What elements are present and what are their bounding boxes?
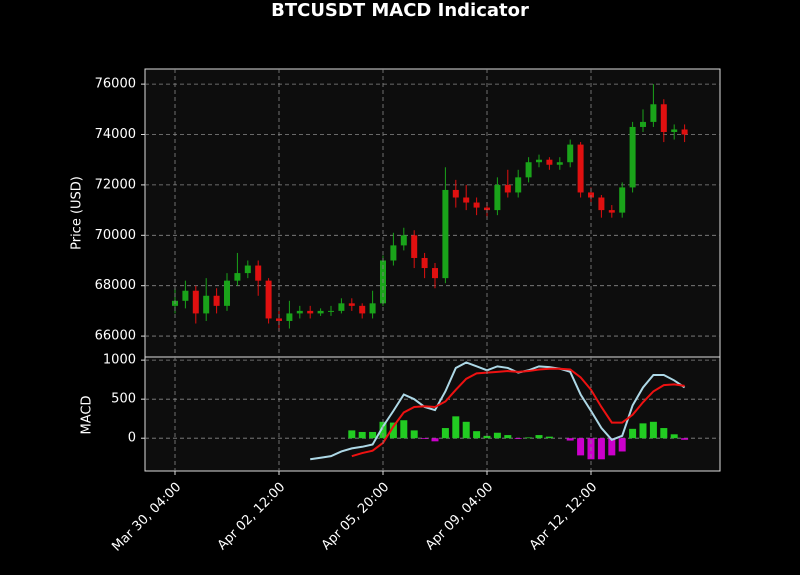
candle-body bbox=[494, 184, 501, 211]
chart-title: BTCUSDT MACD Indicator bbox=[271, 0, 529, 21]
histogram-bar bbox=[462, 421, 470, 439]
candle-body bbox=[265, 280, 272, 319]
candle-body bbox=[213, 295, 220, 306]
candle-body bbox=[671, 129, 678, 132]
candle-body bbox=[525, 162, 532, 178]
candle-body bbox=[317, 310, 324, 314]
candle-body bbox=[203, 295, 210, 314]
candle-body bbox=[328, 310, 334, 312]
candle-body bbox=[515, 177, 522, 193]
histogram-bar bbox=[400, 420, 408, 439]
histogram-bar bbox=[681, 438, 689, 440]
line bbox=[351, 367, 685, 458]
histogram-bar bbox=[431, 438, 439, 442]
histogram-bar bbox=[577, 438, 585, 456]
histogram-bar bbox=[670, 434, 678, 439]
candle-body bbox=[484, 207, 490, 211]
candle-body bbox=[556, 162, 563, 165]
histogram-bar bbox=[504, 435, 512, 439]
candle-body bbox=[546, 159, 553, 165]
candle-body bbox=[681, 129, 688, 135]
histogram-bar bbox=[421, 438, 429, 439]
histogram-bar bbox=[639, 423, 647, 439]
candle-body bbox=[640, 121, 646, 127]
candle-body bbox=[338, 303, 345, 311]
candle-body bbox=[442, 189, 449, 279]
y-tick-label: 70000 bbox=[95, 228, 136, 243]
candle-body bbox=[359, 305, 366, 314]
candle-body bbox=[588, 192, 594, 198]
histogram-bar bbox=[660, 428, 668, 439]
candle-body bbox=[473, 202, 480, 208]
line bbox=[310, 361, 686, 461]
histogram-bar bbox=[410, 430, 418, 439]
candle-body bbox=[255, 265, 262, 281]
y-tick-label: 1000 bbox=[103, 353, 136, 368]
histogram-bar bbox=[473, 431, 481, 439]
candle-body bbox=[307, 310, 314, 314]
candle-body bbox=[296, 310, 303, 314]
candle-body bbox=[619, 187, 626, 213]
histogram-bar bbox=[514, 438, 522, 439]
histogram-bar bbox=[379, 421, 387, 439]
candle-body bbox=[400, 235, 407, 246]
y-tick-label: 68000 bbox=[95, 278, 136, 293]
candle-body bbox=[452, 189, 459, 198]
candle-body bbox=[369, 303, 376, 314]
y-tick-label: 500 bbox=[111, 392, 136, 407]
histogram-bar bbox=[608, 438, 616, 456]
candle-body bbox=[390, 245, 397, 261]
candle-body bbox=[629, 126, 636, 188]
candle-body bbox=[182, 290, 189, 301]
candle-body bbox=[504, 184, 511, 193]
y-axis-label: MACD bbox=[80, 396, 95, 435]
price-panel bbox=[144, 68, 721, 358]
histogram-bar bbox=[535, 435, 543, 439]
y-tick-label: 72000 bbox=[95, 177, 136, 192]
histogram-bar bbox=[618, 438, 626, 452]
candle-body bbox=[192, 290, 199, 314]
histogram-bar bbox=[597, 438, 605, 460]
histogram-bar bbox=[441, 428, 449, 439]
candle-body bbox=[276, 318, 282, 321]
histogram-bar bbox=[369, 431, 377, 439]
y-tick-label: 0 bbox=[128, 431, 136, 446]
candle-body bbox=[608, 210, 615, 213]
histogram-bar bbox=[483, 435, 491, 439]
histogram-bar bbox=[566, 438, 574, 441]
candle-body bbox=[432, 268, 438, 279]
candle-body bbox=[411, 235, 418, 258]
candle-body bbox=[224, 280, 230, 306]
candle-body bbox=[536, 159, 542, 163]
y-tick-label: 66000 bbox=[95, 329, 136, 344]
candle-body bbox=[244, 265, 251, 274]
histogram-bar bbox=[358, 431, 366, 439]
candle-body bbox=[598, 197, 605, 211]
y-tick-label: 74000 bbox=[95, 127, 136, 142]
histogram-bar bbox=[649, 421, 657, 439]
candle-body bbox=[421, 257, 428, 269]
histogram-bar bbox=[545, 436, 553, 439]
histogram-bar bbox=[389, 422, 397, 439]
histogram-bar bbox=[525, 437, 533, 439]
y-tick-label: 76000 bbox=[95, 77, 136, 92]
histogram-bar bbox=[493, 432, 501, 439]
histogram-bar bbox=[629, 428, 637, 439]
histogram-bar bbox=[348, 430, 356, 439]
candle-body bbox=[660, 104, 667, 132]
histogram-bar bbox=[452, 416, 460, 439]
candle-body bbox=[577, 144, 584, 193]
candle-body bbox=[234, 273, 241, 281]
candle-body bbox=[650, 104, 657, 122]
candle-body bbox=[348, 303, 355, 306]
candle-body bbox=[463, 197, 470, 203]
candle-body bbox=[567, 144, 574, 163]
macd-panel bbox=[144, 356, 721, 472]
candle-body bbox=[286, 313, 293, 321]
y-axis-label: Price (USD) bbox=[70, 176, 85, 250]
